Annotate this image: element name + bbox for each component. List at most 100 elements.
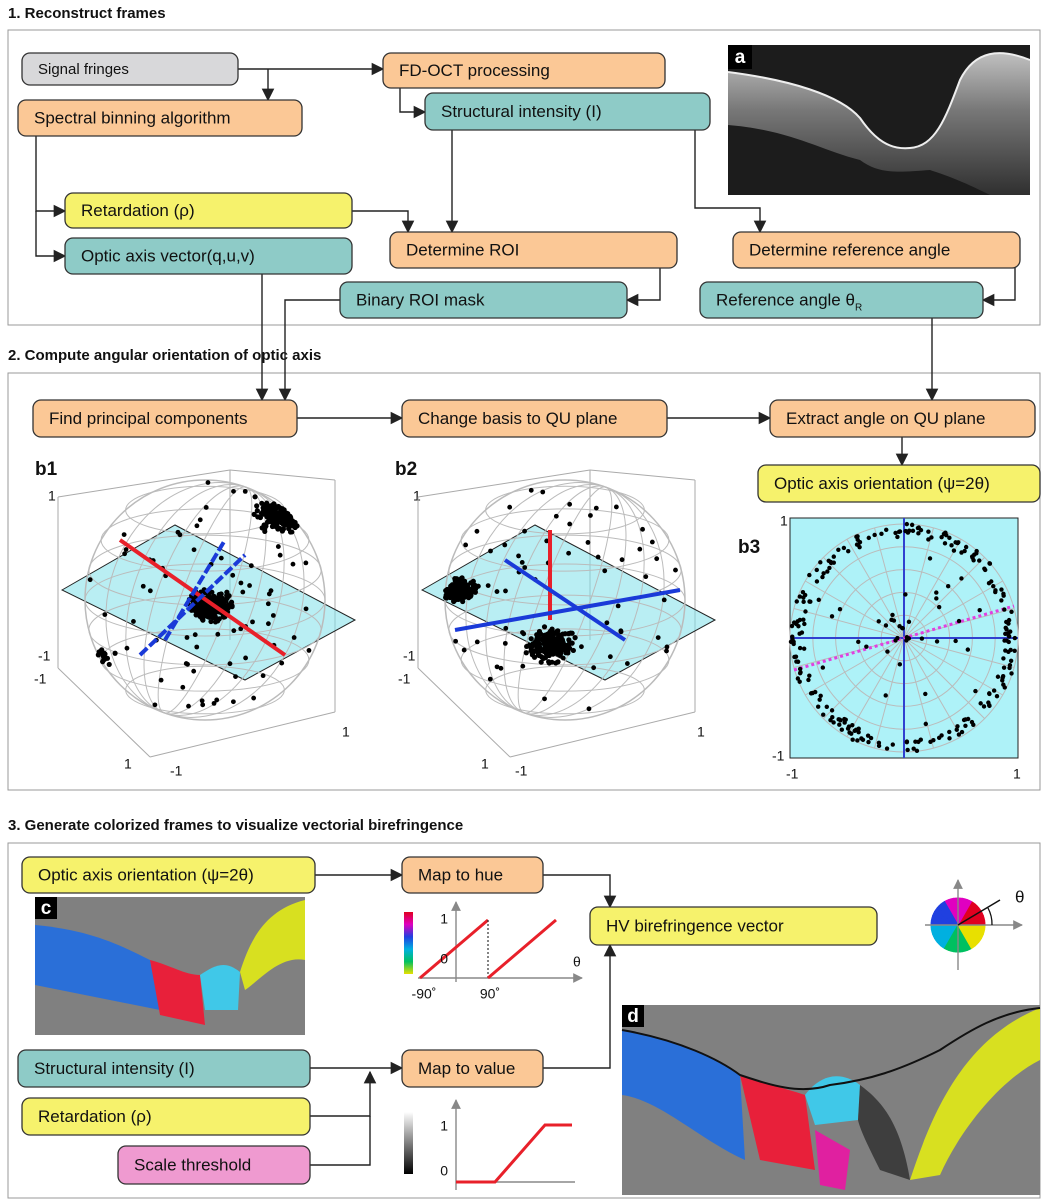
point — [898, 662, 902, 666]
point — [261, 509, 266, 514]
colorized-image — [35, 897, 305, 1035]
point — [191, 669, 196, 674]
axis-box — [418, 668, 510, 757]
point — [934, 590, 938, 594]
axis-box — [150, 712, 335, 757]
point — [995, 694, 999, 698]
point — [261, 673, 266, 678]
point — [488, 549, 493, 554]
point — [231, 489, 236, 494]
tick-label: 1 — [780, 513, 788, 529]
point — [947, 730, 951, 734]
point — [198, 517, 203, 522]
section-title: 2. Compute angular orientation of optic … — [8, 347, 321, 364]
point — [125, 646, 130, 651]
tick-label: 1 — [440, 1118, 448, 1134]
point — [271, 501, 276, 506]
point — [475, 529, 480, 534]
point — [264, 501, 269, 506]
point — [266, 601, 271, 606]
point — [643, 574, 648, 579]
point — [802, 646, 806, 650]
point — [1013, 636, 1017, 640]
point — [96, 652, 101, 657]
point — [530, 651, 535, 656]
point — [828, 718, 832, 722]
point — [934, 596, 938, 600]
tick-label: -1 — [398, 671, 411, 687]
point — [215, 618, 220, 623]
axis-box — [510, 712, 695, 757]
point — [836, 548, 840, 552]
point — [935, 639, 939, 643]
axis-box — [230, 470, 335, 480]
tick-label: 1 — [481, 756, 489, 772]
point — [999, 598, 1003, 602]
point — [280, 528, 285, 533]
point — [529, 636, 534, 641]
point — [974, 549, 978, 553]
point — [185, 635, 190, 640]
point — [1001, 594, 1005, 598]
point — [891, 742, 895, 746]
point — [832, 561, 836, 565]
point — [866, 733, 870, 737]
point — [254, 503, 259, 508]
point — [640, 527, 645, 532]
point — [520, 664, 525, 669]
point — [1002, 607, 1006, 611]
point — [821, 665, 825, 669]
point — [201, 613, 206, 618]
point — [159, 678, 164, 683]
point — [989, 579, 993, 583]
point — [269, 515, 274, 520]
point — [228, 661, 233, 666]
point — [904, 638, 908, 642]
point — [252, 494, 257, 499]
point — [594, 506, 599, 511]
point — [215, 632, 220, 637]
point — [561, 656, 566, 661]
point — [462, 648, 467, 653]
axis-box — [590, 470, 695, 480]
node-label: Map to hue — [418, 865, 503, 884]
point — [884, 528, 888, 532]
point — [893, 531, 897, 535]
point — [200, 702, 205, 707]
point — [567, 522, 572, 527]
point — [971, 558, 975, 562]
point — [536, 653, 541, 658]
hue-map-chart — [404, 902, 582, 982]
point — [856, 543, 860, 547]
point — [153, 702, 158, 707]
point — [176, 530, 181, 535]
point — [185, 662, 190, 667]
point — [988, 561, 992, 565]
point — [204, 505, 209, 510]
point — [662, 597, 667, 602]
point — [943, 541, 947, 545]
point — [955, 724, 959, 728]
point — [291, 562, 296, 567]
point — [807, 673, 811, 677]
tick-label: 1 — [1013, 766, 1021, 782]
point — [971, 723, 975, 727]
point — [272, 509, 277, 514]
point — [879, 532, 883, 536]
figure: 1. Reconstruct frames 2. Compute angular… — [0, 0, 1046, 1202]
point — [475, 639, 480, 644]
point — [570, 631, 575, 636]
point — [215, 600, 220, 605]
node-label: Spectral binning algorithm — [34, 108, 231, 127]
point — [210, 614, 215, 619]
point — [233, 674, 238, 679]
point — [846, 549, 850, 553]
angle-label: θ — [1015, 887, 1024, 906]
point — [803, 609, 807, 613]
point — [1007, 640, 1011, 644]
point — [596, 555, 601, 560]
panel-label: a — [735, 47, 746, 68]
point — [798, 646, 802, 650]
point — [250, 619, 255, 624]
point — [982, 704, 986, 708]
